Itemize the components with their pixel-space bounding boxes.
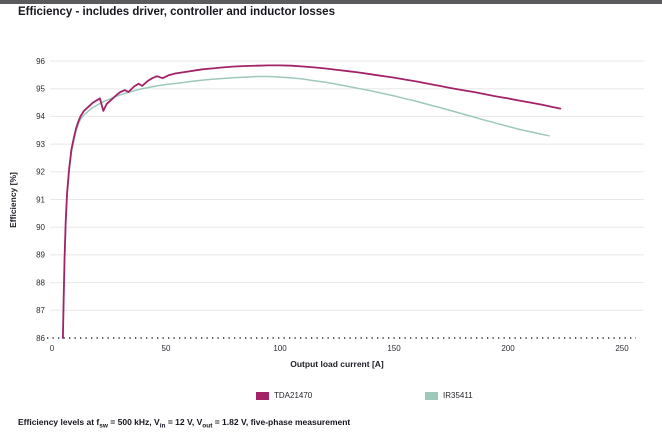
footnote-text: Efficiency levels at f <box>18 417 100 427</box>
tda21470-swatch-icon <box>256 391 269 400</box>
legend-item-ir35411: IR35411 <box>425 391 473 400</box>
legend-label-ir35411: IR35411 <box>443 391 473 400</box>
y-tick-label: 88 <box>36 278 45 287</box>
footnote-text: = 500 kHz, V <box>107 417 160 427</box>
chart-title: Efficiency - includes driver, controller… <box>18 6 335 18</box>
y-axis-title: Efficiency [%] <box>8 172 18 228</box>
x-tick-label: 100 <box>273 344 287 353</box>
x-tick-label: 0 <box>50 344 55 353</box>
series-lines <box>62 64 562 339</box>
window-top-edge <box>0 0 662 4</box>
gridlines <box>47 60 644 339</box>
series-line-ir35411 <box>62 75 550 339</box>
series-line-tda21470 <box>62 64 562 339</box>
legend-item-tda21470: TDA21470 <box>256 391 312 400</box>
legend: TDA21470 IR35411 <box>0 391 662 405</box>
footnote-subscript: sw <box>99 422 108 430</box>
ir35411-swatch-icon <box>425 391 438 400</box>
y-tick-label: 95 <box>36 85 45 94</box>
x-axis-title: Output load current [A] <box>290 359 384 369</box>
x-tick-label: 250 <box>615 344 629 353</box>
footnote-text: = 12 V, V <box>165 417 203 427</box>
y-tick-label: 94 <box>36 112 45 121</box>
y-axis-tick-labels: 86 87 88 89 90 91 92 93 94 95 96 <box>36 57 45 343</box>
x-tick-label: 50 <box>162 344 171 353</box>
footnote-subscript: in <box>159 422 166 430</box>
y-tick-label: 92 <box>36 168 45 177</box>
x-tick-label: 150 <box>387 344 401 353</box>
y-tick-label: 91 <box>36 195 45 204</box>
x-tick-label: 200 <box>501 344 515 353</box>
y-tick-label: 89 <box>36 251 45 260</box>
legend-label-tda21470: TDA21470 <box>274 391 313 400</box>
y-tick-label: 93 <box>36 140 45 149</box>
footnote-subscript: out <box>202 422 213 430</box>
x-axis-tick-labels: 0 50 100 150 200 250 <box>50 344 629 353</box>
y-tick-label: 96 <box>36 57 45 66</box>
y-tick-label: 87 <box>36 306 45 315</box>
footnote: Efficiency levels at fsw = 500 kHz, Vin … <box>18 417 351 430</box>
footnote-text: = 1.82 V, five-phase measurement <box>212 417 351 427</box>
y-tick-label: 90 <box>36 223 45 232</box>
y-tick-label: 86 <box>36 334 45 343</box>
